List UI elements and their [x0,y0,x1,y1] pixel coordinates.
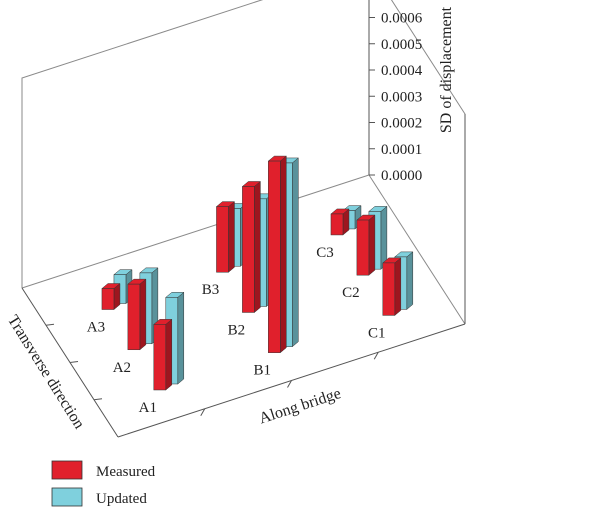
along-bridge-tick [373,352,379,360]
bar-measured-b2 [242,186,255,313]
bar-measured-a1 [153,324,167,391]
legend-label-measured: Measured [96,464,156,480]
bar-side-updated-a1 [177,291,185,385]
legend-swatch-updated [51,487,83,507]
bar-measured-c2 [356,219,370,276]
x-axis-title: Along bridge [257,385,343,427]
category-label-c3: C3 [316,245,334,261]
bar-side-measured-b2 [254,180,261,314]
category-label-b2: B2 [228,322,246,338]
transverse-tick [93,398,103,401]
along-bridge-tick [287,380,292,388]
z-axis-title: SD of displacement [438,6,455,133]
bar-measured-a2 [127,283,141,351]
category-label-b3: B3 [202,282,220,298]
bar-side-measured-b3 [228,201,235,273]
z-tick-label: 0.0006 [381,11,423,27]
floor-back-right-edge [368,174,466,325]
category-label-a2: A2 [113,360,131,376]
category-label-c2: C2 [342,285,360,301]
z-tick-label: 0.0003 [381,89,422,105]
bar-side-measured-a2 [139,278,147,351]
z-tick-label: 0.0002 [381,116,422,132]
bar-side-measured-a1 [165,318,173,391]
z-tick-label: 0.0005 [381,37,422,53]
bar-measured-b1 [268,160,281,353]
bar-side-measured-b1 [280,155,287,354]
bar-measured-a3 [101,288,115,310]
along-bridge-tick [200,408,206,416]
category-label-c1: C1 [368,325,386,341]
transverse-tick [69,361,79,363]
bar-measured-c3 [330,213,344,236]
z-tick-label: 0.0004 [381,63,423,79]
bar-side-measured-c1 [394,257,402,316]
category-label-b1: B1 [254,363,272,379]
bar-side-updated-c2 [380,205,388,270]
bar-side-measured-c2 [368,214,376,276]
bar-measured-b3 [216,206,229,273]
transverse-tick [45,323,55,326]
bar-side-updated-b1 [292,157,299,348]
legend-swatch-measured [51,460,83,480]
y-axis-title: Transverse direction [4,312,88,432]
z-tick-label: 0.0001 [381,142,422,158]
category-label-a1: A1 [139,400,157,416]
z-tick-label: 0.0000 [381,168,422,184]
bar-measured-c1 [382,262,396,316]
legend-label-updated: Updated [96,491,147,507]
category-label-a3: A3 [87,320,105,336]
bar-side-updated-c1 [406,251,414,310]
